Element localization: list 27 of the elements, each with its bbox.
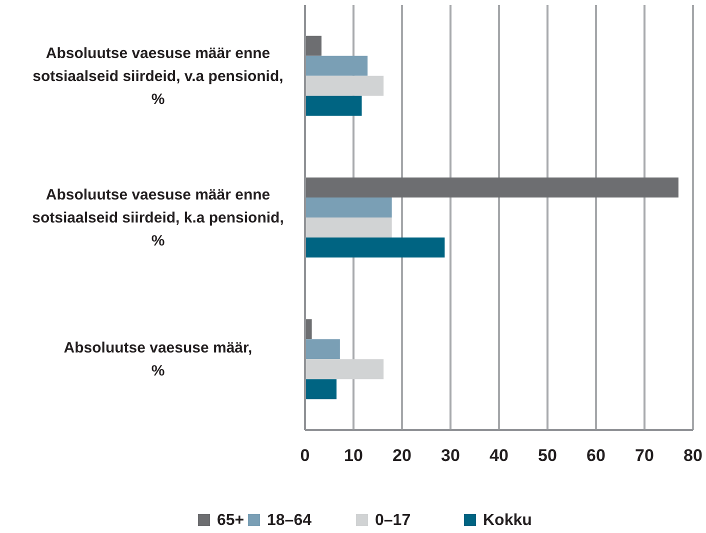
legend-label: 65+ <box>217 512 244 529</box>
bar <box>305 359 384 380</box>
x-tick-label: 70 <box>635 446 654 465</box>
bar <box>305 339 340 360</box>
bar <box>305 238 445 258</box>
y-tick-label: Absoluutse vaesuse määr enne sotsiaalseid siirdeid, v.a pensionid, % <box>32 44 284 108</box>
x-tick-label: 10 <box>344 446 363 465</box>
x-tick-label: 30 <box>441 446 460 465</box>
bar <box>305 96 362 116</box>
legend-label: Kokku <box>483 512 532 529</box>
legend-label: 18–64 <box>267 512 312 529</box>
bar <box>305 178 678 198</box>
y-tick-label: Absoluutse vaesuse määr, % <box>64 340 252 380</box>
bar <box>305 76 384 96</box>
legend-label: 0–17 <box>375 512 411 529</box>
x-tick-label: 20 <box>392 446 412 465</box>
bar <box>305 198 392 218</box>
x-tick-label: 60 <box>586 446 606 465</box>
x-tick-label: 50 <box>538 446 557 465</box>
x-tick-label: 0 <box>300 446 310 465</box>
bar <box>305 379 337 400</box>
x-tick-label: 80 <box>684 446 702 465</box>
bar <box>305 218 392 238</box>
x-tick-label: 40 <box>490 446 508 465</box>
bar <box>305 36 322 56</box>
bar <box>305 56 368 76</box>
y-tick-label: Absoluutse vaesuse määr enne sotsiaalseid siirdeid, k.a pensionid, % <box>32 186 284 250</box>
